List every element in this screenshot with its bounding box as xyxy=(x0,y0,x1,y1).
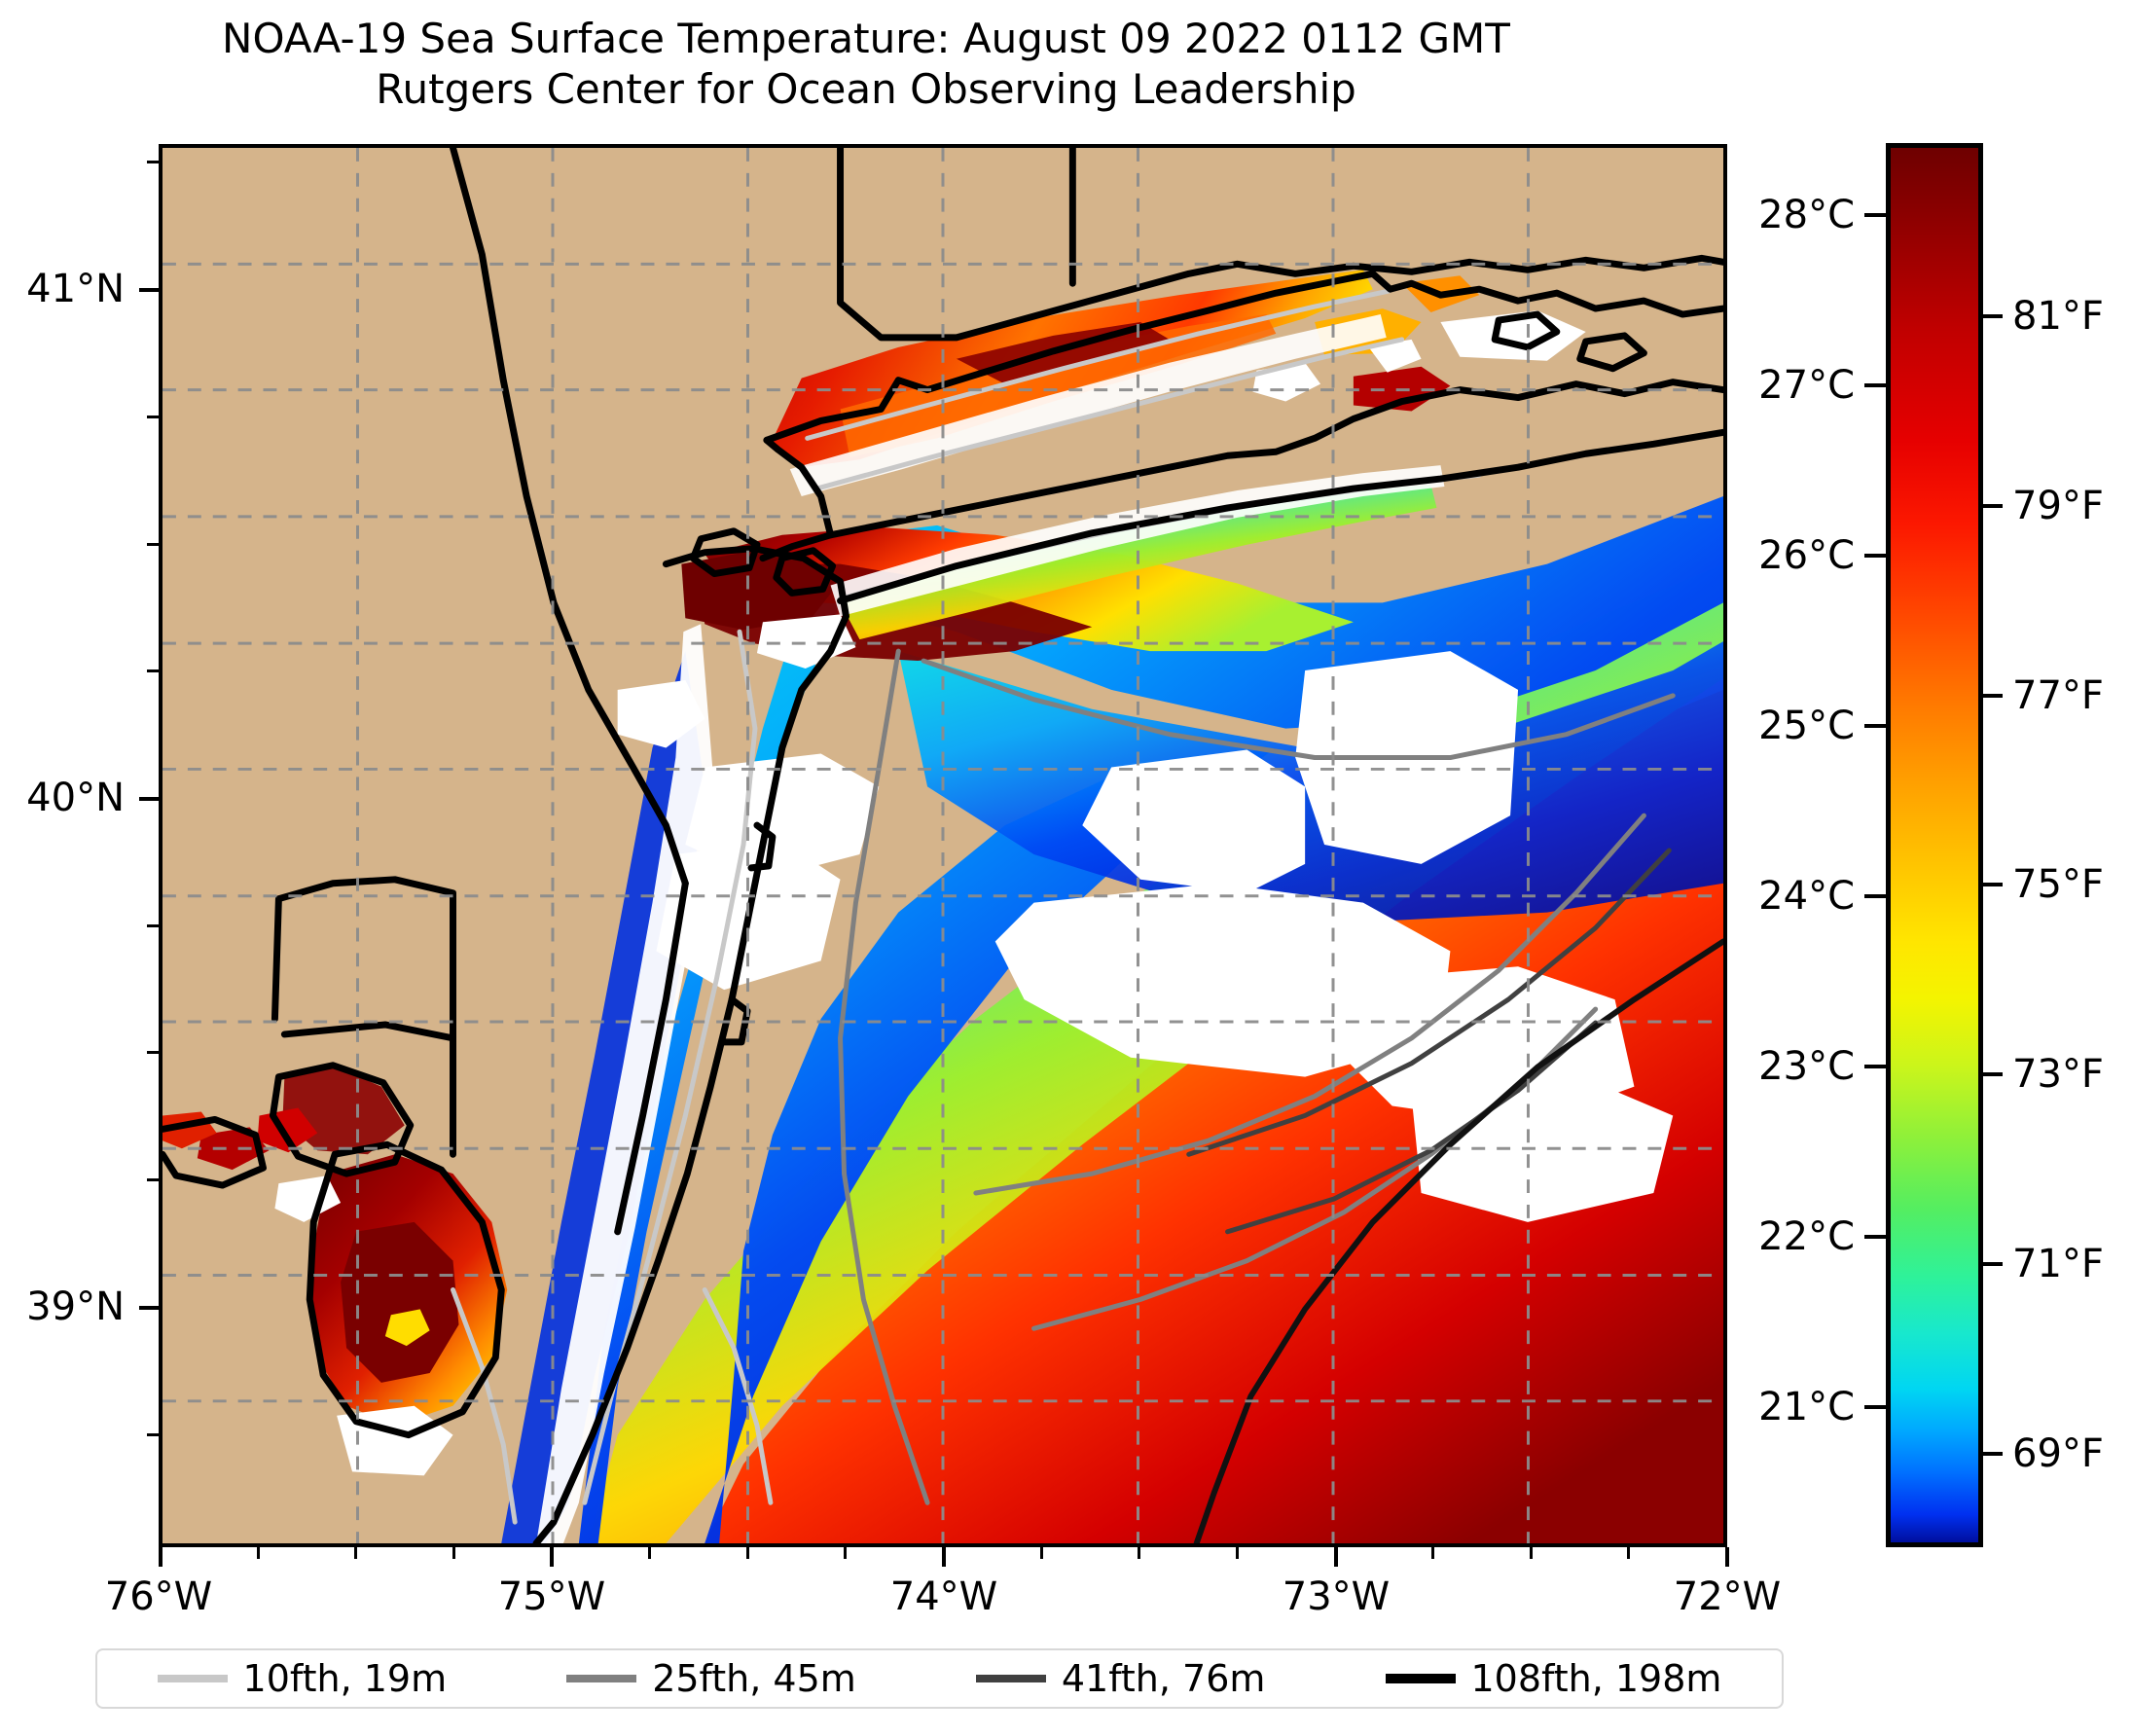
cb-label-75f: 75°F xyxy=(2012,862,2104,907)
y-tick-minor xyxy=(147,416,159,418)
cb-label-23c: 23°C xyxy=(1758,1044,1855,1089)
cb-tick-c xyxy=(1864,1405,1886,1409)
cb-tick-c xyxy=(1864,1235,1886,1239)
cb-tick-f xyxy=(1981,1072,2003,1076)
y-tick-major xyxy=(139,797,159,801)
cb-label-73f: 73°F xyxy=(2012,1052,2104,1097)
y-tick-label-39n: 39°N xyxy=(26,1284,125,1329)
y-tick-minor xyxy=(147,1433,159,1436)
x-tick-label-75w: 75°W xyxy=(497,1574,606,1619)
cb-tick-c xyxy=(1864,894,1886,898)
cb-tick-f xyxy=(1981,314,2003,318)
x-tick-label-76w: 76°W xyxy=(104,1574,213,1619)
x-tick-minor xyxy=(1236,1547,1239,1559)
legend-label: 25fth, 45m xyxy=(652,1657,856,1700)
page-title: NOAA-19 Sea Surface Temperature: August … xyxy=(0,14,1732,115)
x-tick-major xyxy=(159,1547,163,1567)
x-tick-minor xyxy=(354,1547,357,1559)
cb-label-24c: 24°C xyxy=(1758,874,1855,919)
x-tick-major xyxy=(942,1547,946,1567)
x-tick-minor xyxy=(844,1547,847,1559)
x-tick-minor xyxy=(452,1547,455,1559)
legend-label: 41fth, 76m xyxy=(1061,1657,1266,1700)
x-tick-minor xyxy=(1040,1547,1043,1559)
y-tick-minor xyxy=(147,1051,159,1054)
title-line-2: Rutgers Center for Ocean Observing Leade… xyxy=(376,65,1356,113)
y-tick-minor xyxy=(147,543,159,546)
legend-item-10fth[interactable]: 10fth, 19m xyxy=(157,1657,448,1700)
x-tick-major xyxy=(1334,1547,1338,1567)
cb-label-22c: 22°C xyxy=(1758,1214,1855,1259)
cb-tick-f xyxy=(1981,883,2003,886)
legend-label: 10fth, 19m xyxy=(242,1657,448,1700)
cb-label-26c: 26°C xyxy=(1758,533,1855,578)
cb-label-21c: 21°C xyxy=(1758,1385,1855,1429)
y-tick-label-41n: 41°N xyxy=(26,267,125,311)
legend-line-icon xyxy=(566,1675,637,1682)
y-tick-label-40n: 40°N xyxy=(26,776,125,820)
y-tick-minor xyxy=(147,669,159,672)
cb-label-28c: 28°C xyxy=(1758,193,1855,237)
y-tick-minor xyxy=(147,161,159,163)
legend-line-icon xyxy=(1385,1674,1456,1683)
x-tick-label-72w: 72°W xyxy=(1673,1574,1782,1619)
x-tick-major xyxy=(550,1547,554,1567)
x-tick-major xyxy=(1725,1547,1729,1567)
legend-line-icon xyxy=(975,1675,1046,1682)
colorbar[interactable] xyxy=(1886,143,1983,1547)
legend-label: 108fth, 198m xyxy=(1470,1657,1722,1700)
cb-label-71f: 71°F xyxy=(2012,1242,2104,1286)
title-line-1: NOAA-19 Sea Surface Temperature: August … xyxy=(222,15,1510,62)
y-tick-minor xyxy=(147,1178,159,1181)
cb-tick-c xyxy=(1864,213,1886,217)
x-tick-minor xyxy=(746,1547,749,1559)
x-tick-minor xyxy=(1138,1547,1140,1559)
y-tick-minor xyxy=(147,924,159,927)
cb-tick-c xyxy=(1864,383,1886,387)
x-tick-minor xyxy=(1627,1547,1630,1559)
x-tick-label-74w: 74°W xyxy=(889,1574,998,1619)
cb-label-25c: 25°C xyxy=(1758,704,1855,748)
bathymetry-legend: 10fth, 19m 25fth, 45m 41fth, 76m 108fth,… xyxy=(95,1648,1784,1709)
sst-map[interactable] xyxy=(159,144,1727,1547)
cb-tick-f xyxy=(1981,1262,2003,1266)
cb-label-81f: 81°F xyxy=(2012,294,2104,339)
cb-label-69f: 69°F xyxy=(2012,1431,2104,1476)
legend-item-25fth[interactable]: 25fth, 45m xyxy=(566,1657,856,1700)
y-tick-major xyxy=(139,288,159,292)
cb-tick-f xyxy=(1981,694,2003,698)
legend-item-108fth[interactable]: 108fth, 198m xyxy=(1385,1657,1722,1700)
x-tick-minor xyxy=(1431,1547,1434,1559)
y-tick-major xyxy=(139,1306,159,1310)
legend-line-icon xyxy=(157,1675,228,1682)
legend-item-41fth[interactable]: 41fth, 76m xyxy=(975,1657,1266,1700)
x-tick-minor xyxy=(257,1547,260,1559)
cb-tick-c xyxy=(1864,554,1886,558)
x-tick-minor xyxy=(1530,1547,1533,1559)
cb-label-27c: 27°C xyxy=(1758,363,1855,408)
x-tick-label-73w: 73°W xyxy=(1282,1574,1391,1619)
x-tick-minor xyxy=(648,1547,651,1559)
sst-map-canvas xyxy=(163,148,1723,1543)
colorbar-gradient xyxy=(1886,143,1983,1547)
cb-label-77f: 77°F xyxy=(2012,673,2104,718)
cb-tick-f xyxy=(1981,504,2003,508)
cb-tick-c xyxy=(1864,724,1886,728)
cb-tick-f xyxy=(1981,1452,2003,1456)
cb-tick-c xyxy=(1864,1065,1886,1068)
cb-label-79f: 79°F xyxy=(2012,484,2104,528)
